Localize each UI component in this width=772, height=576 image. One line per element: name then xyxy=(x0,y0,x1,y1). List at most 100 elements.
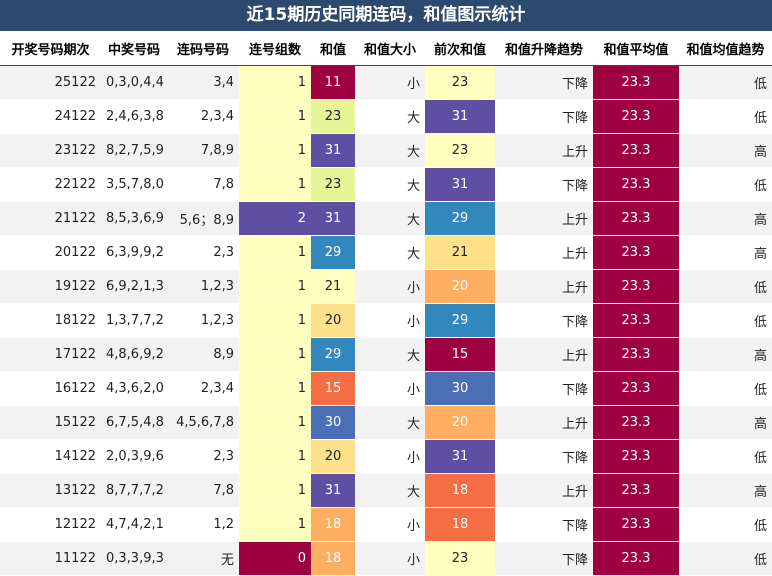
cell-numbers: 0,3,3,9,3 xyxy=(101,541,167,576)
cell-avg-trend: 高 xyxy=(679,201,772,236)
cell-issue: 21122 xyxy=(0,201,101,236)
cell-sum: 20 xyxy=(311,303,355,338)
cell-size: 大 xyxy=(355,473,425,508)
cell-sum: 18 xyxy=(311,507,355,542)
cell-issue: 17122 xyxy=(0,337,101,372)
cell-lianma: 7,8,9 xyxy=(167,133,239,168)
cell-issue: 13122 xyxy=(0,473,101,508)
cell-issue: 18122 xyxy=(0,303,101,338)
cell-lianma: 1,2,3 xyxy=(167,303,239,338)
cell-avg: 23.3 xyxy=(593,133,679,168)
cell-size: 小 xyxy=(355,269,425,304)
cell-size: 小 xyxy=(355,303,425,338)
cell-issue: 20122 xyxy=(0,235,101,270)
cell-sum: 29 xyxy=(311,337,355,372)
cell-groups: 1 xyxy=(239,65,311,100)
header-groups: 连号组数 xyxy=(239,31,311,66)
cell-trend: 上升 xyxy=(495,133,593,168)
header-lianma: 连码号码 xyxy=(167,31,239,66)
header-issue: 开奖号码期次 xyxy=(0,31,101,66)
cell-avg-trend: 低 xyxy=(679,439,772,474)
table-body: 25122 0,3,0,4,4 3,4 1 11 小 23 下降 23.3 低 24122 2,4,6… xyxy=(0,65,772,576)
header-prev-sum: 前次和值 xyxy=(425,31,495,66)
cell-sum: 29 xyxy=(311,235,355,270)
cell-groups: 1 xyxy=(239,371,311,406)
cell-avg-trend: 低 xyxy=(679,303,772,338)
table-row: 15122 6,7,5,4,8 4,5,6,7,8 1 30 大 20 上升 23.3 高 xyxy=(0,405,772,440)
cell-trend: 上升 xyxy=(495,405,593,440)
cell-sum: 20 xyxy=(311,439,355,474)
cell-lianma: 2,3 xyxy=(167,439,239,474)
cell-numbers: 0,3,0,4,4 xyxy=(101,65,167,100)
cell-groups: 1 xyxy=(239,133,311,168)
cell-size: 小 xyxy=(355,65,425,100)
cell-size: 小 xyxy=(355,507,425,542)
statistics-table: 开奖号码期次 中奖号码 连码号码 连号组数 和值 和值大小 前次和值 和值升降趋… xyxy=(0,31,772,576)
cell-issue: 23122 xyxy=(0,133,101,168)
table-row: 13122 8,7,7,7,2 7,8 1 31 大 18 上升 23.3 高 xyxy=(0,473,772,508)
cell-avg-trend: 低 xyxy=(679,65,772,100)
cell-avg: 23.3 xyxy=(593,167,679,202)
cell-size: 小 xyxy=(355,371,425,406)
cell-trend: 上升 xyxy=(495,473,593,508)
cell-numbers: 1,3,7,7,2 xyxy=(101,303,167,338)
cell-avg-trend: 高 xyxy=(679,405,772,440)
cell-prev-sum: 18 xyxy=(425,473,495,508)
cell-trend: 下降 xyxy=(495,99,593,134)
cell-size: 小 xyxy=(355,541,425,576)
cell-avg: 23.3 xyxy=(593,99,679,134)
cell-prev-sum: 23 xyxy=(425,133,495,168)
cell-groups: 1 xyxy=(239,269,311,304)
cell-sum: 30 xyxy=(311,405,355,440)
table-row: 16122 4,3,6,2,0 2,3,4 1 15 小 30 下降 23.3 低 xyxy=(0,371,772,406)
cell-prev-sum: 31 xyxy=(425,99,495,134)
cell-issue: 15122 xyxy=(0,405,101,440)
cell-numbers: 3,5,7,8,0 xyxy=(101,167,167,202)
cell-groups: 1 xyxy=(239,439,311,474)
cell-avg: 23.3 xyxy=(593,541,679,576)
cell-sum: 15 xyxy=(311,371,355,406)
cell-avg: 23.3 xyxy=(593,303,679,338)
cell-issue: 14122 xyxy=(0,439,101,474)
cell-groups: 1 xyxy=(239,303,311,338)
cell-trend: 上升 xyxy=(495,235,593,270)
cell-issue: 12122 xyxy=(0,507,101,542)
cell-trend: 下降 xyxy=(495,371,593,406)
table-row: 24122 2,4,6,3,8 2,3,4 1 23 大 31 下降 23.3 低 xyxy=(0,99,772,134)
cell-numbers: 8,2,7,5,9 xyxy=(101,133,167,168)
table-row: 21122 8,5,3,6,9 5,6；8,9 2 31 大 29 上升 23.3 高 xyxy=(0,201,772,236)
cell-numbers: 2,0,3,9,6 xyxy=(101,439,167,474)
cell-sum: 21 xyxy=(311,269,355,304)
cell-avg: 23.3 xyxy=(593,371,679,406)
cell-lianma: 3,4 xyxy=(167,65,239,100)
cell-avg-trend: 低 xyxy=(679,167,772,202)
cell-trend: 下降 xyxy=(495,167,593,202)
cell-issue: 19122 xyxy=(0,269,101,304)
table-row: 25122 0,3,0,4,4 3,4 1 11 小 23 下降 23.3 低 xyxy=(0,65,772,100)
cell-numbers: 4,8,6,9,2 xyxy=(101,337,167,372)
cell-size: 大 xyxy=(355,201,425,236)
cell-groups: 1 xyxy=(239,99,311,134)
cell-sum: 23 xyxy=(311,99,355,134)
cell-numbers: 4,3,6,2,0 xyxy=(101,371,167,406)
cell-lianma: 4,5,6,7,8 xyxy=(167,405,239,440)
cell-lianma: 7,8 xyxy=(167,167,239,202)
table-row: 18122 1,3,7,7,2 1,2,3 1 20 小 29 下降 23.3 低 xyxy=(0,303,772,338)
cell-avg: 23.3 xyxy=(593,439,679,474)
cell-sum: 31 xyxy=(311,133,355,168)
cell-size: 大 xyxy=(355,167,425,202)
cell-size: 大 xyxy=(355,405,425,440)
table-row: 14122 2,0,3,9,6 2,3 1 20 小 31 下降 23.3 低 xyxy=(0,439,772,474)
cell-avg-trend: 高 xyxy=(679,337,772,372)
cell-prev-sum: 20 xyxy=(425,269,495,304)
cell-prev-sum: 23 xyxy=(425,65,495,100)
cell-trend: 下降 xyxy=(495,65,593,100)
header-avg: 和值平均值 xyxy=(593,31,679,66)
header-size: 和值大小 xyxy=(355,31,425,66)
cell-avg-trend: 低 xyxy=(679,371,772,406)
cell-numbers: 6,9,2,1,3 xyxy=(101,269,167,304)
table-row: 22122 3,5,7,8,0 7,8 1 23 大 31 下降 23.3 低 xyxy=(0,167,772,202)
table-row: 12122 4,7,4,2,1 1,2 1 18 小 18 下降 23.3 低 xyxy=(0,507,772,542)
cell-size: 大 xyxy=(355,337,425,372)
cell-issue: 11122 xyxy=(0,541,101,576)
